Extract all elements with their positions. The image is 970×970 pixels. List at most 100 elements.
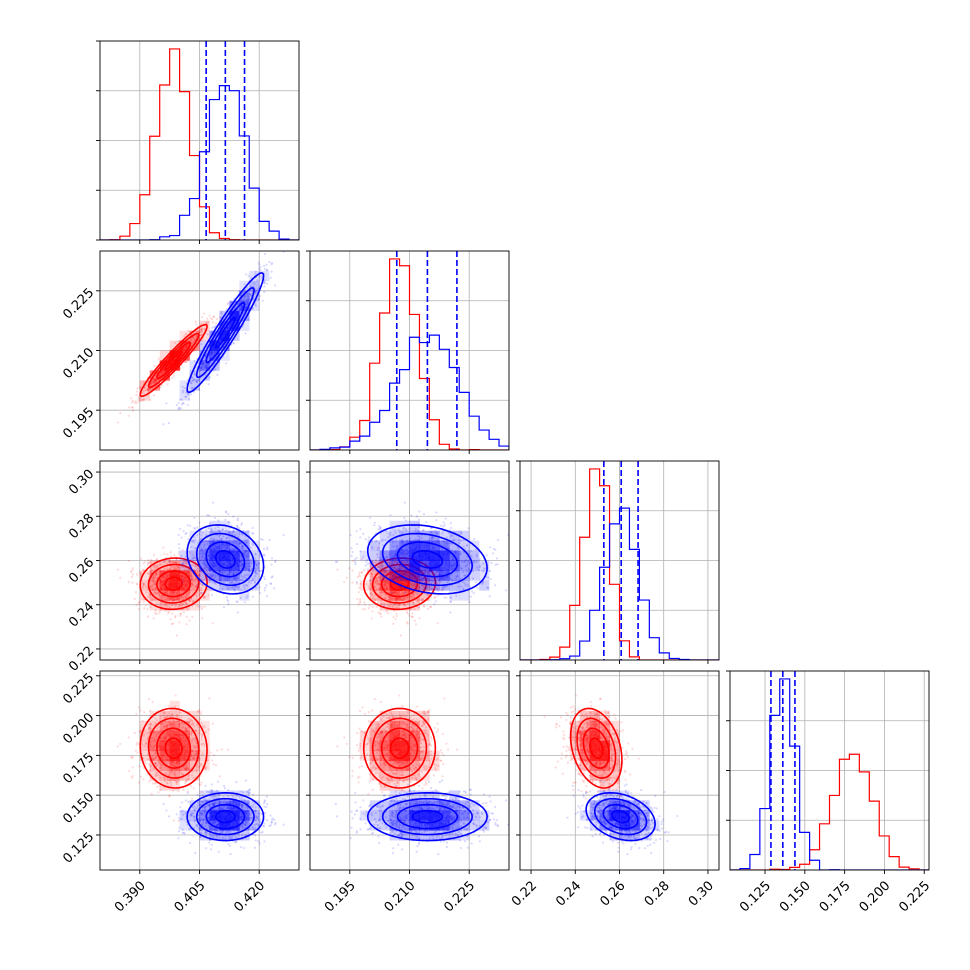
scatter-point — [376, 553, 379, 556]
scatter-point — [443, 540, 446, 543]
scatter-point — [451, 534, 454, 538]
scatter-point — [181, 562, 184, 566]
scatter-point — [154, 567, 157, 570]
y-tick-label: 0.210 — [60, 345, 97, 382]
scatter-point — [156, 602, 160, 605]
scatter-point — [370, 572, 373, 576]
scatter-point — [389, 534, 392, 537]
scatter-point — [403, 603, 406, 607]
scatter-point — [228, 531, 231, 534]
scatter-point — [155, 381, 158, 384]
scatter-point — [130, 575, 134, 579]
scatter-point — [185, 558, 188, 562]
scatter-point — [135, 390, 139, 393]
scatter-point — [406, 602, 409, 605]
scatter-point — [199, 334, 202, 337]
scatter-point — [245, 273, 248, 276]
scatter-point — [167, 610, 170, 613]
scatter-point — [357, 591, 360, 594]
scatter-point — [189, 381, 192, 384]
scatter-point — [178, 621, 181, 624]
scatter-point — [144, 389, 148, 392]
scatter-point — [159, 386, 162, 389]
scatter-point — [192, 583, 195, 586]
scatter-point — [179, 398, 182, 401]
scatter-point — [187, 398, 191, 401]
scatter-point — [460, 560, 464, 563]
scatter-point — [378, 556, 382, 560]
scatter-point — [222, 580, 225, 584]
scatter-point — [177, 401, 180, 405]
histogram-series-0 — [100, 48, 299, 240]
scatter-point — [230, 547, 233, 550]
scatter-point — [159, 563, 162, 566]
scatter-point — [368, 604, 371, 607]
density-bin — [369, 580, 380, 591]
scatter-point — [370, 573, 374, 576]
scatter-point — [257, 561, 261, 565]
scatter-point — [170, 376, 174, 379]
scatter-point — [190, 382, 193, 385]
scatter-point — [380, 563, 384, 566]
scatter-point — [142, 582, 145, 586]
scatter-point — [184, 596, 188, 600]
scatter-point — [473, 560, 476, 563]
scatter-point — [154, 611, 157, 614]
scatter-point — [176, 606, 179, 609]
scatter-point — [135, 582, 138, 585]
scatter-point — [198, 593, 201, 597]
scatter-point — [250, 560, 253, 564]
scatter-point — [402, 568, 405, 571]
scatter-point — [138, 571, 141, 574]
histogram-panel-1 — [306, 250, 510, 454]
scatter-point — [210, 528, 213, 531]
scatter-point — [188, 591, 191, 594]
scatter-point — [372, 597, 375, 600]
scatter-point — [203, 561, 206, 564]
scatter-point — [367, 584, 370, 587]
scatter-point — [141, 568, 145, 572]
scatter-point — [143, 607, 146, 610]
scatter-point — [258, 294, 262, 298]
scatter-point — [139, 386, 142, 390]
scatter-point — [253, 580, 257, 583]
scatter-point — [416, 592, 419, 595]
scatter-point — [196, 345, 199, 348]
scatter-point — [246, 584, 249, 587]
contour-line — [205, 301, 246, 364]
scatter-point — [435, 519, 438, 522]
scatter-point — [401, 566, 404, 569]
scatter-point — [414, 591, 417, 594]
scatter-point — [194, 578, 197, 581]
scatter-point — [200, 328, 204, 331]
density-bin — [169, 560, 180, 571]
scatter-point — [407, 566, 410, 569]
scatter-point — [174, 561, 177, 565]
scatter-point — [199, 537, 203, 540]
y-tick-label: 0.26 — [66, 555, 97, 586]
scatter-point — [192, 541, 196, 544]
scatter-point — [194, 565, 197, 568]
density-bin — [169, 600, 180, 611]
scatter-point — [392, 622, 395, 626]
density-bin — [189, 570, 200, 581]
scatter-point — [376, 583, 379, 586]
scatter-point — [416, 600, 419, 603]
scatter-point — [208, 522, 211, 526]
contour-line — [362, 557, 437, 611]
scatter-point — [434, 581, 438, 584]
density-bin — [249, 540, 260, 551]
scatter-point — [240, 578, 243, 582]
scatter-point — [358, 575, 361, 578]
scatter-point — [184, 568, 187, 571]
scatter-point — [433, 572, 436, 575]
density-bin — [149, 570, 160, 581]
scatter-point — [184, 555, 188, 558]
scatter-point — [190, 341, 194, 344]
scatter-point — [154, 573, 158, 576]
scatter-point — [156, 571, 159, 574]
scatter-point — [175, 603, 178, 606]
scatter-point — [167, 568, 170, 571]
density-bin — [399, 560, 410, 571]
scatter-point — [231, 548, 234, 551]
